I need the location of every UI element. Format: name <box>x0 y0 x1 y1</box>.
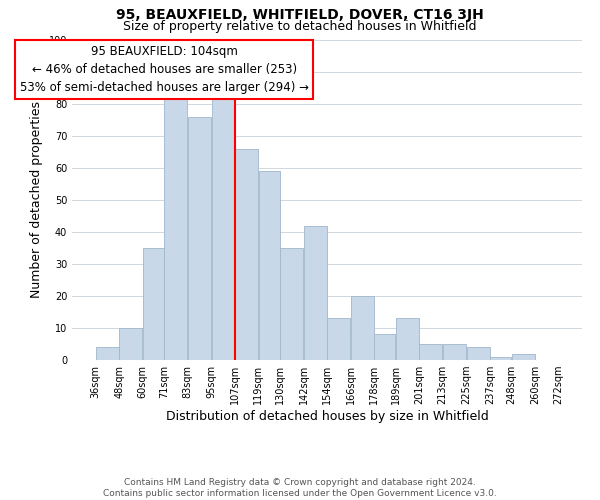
X-axis label: Distribution of detached houses by size in Whitfield: Distribution of detached houses by size … <box>166 410 488 423</box>
Bar <box>443 344 466 360</box>
Bar <box>327 318 350 360</box>
Bar <box>119 328 142 360</box>
Bar <box>396 318 419 360</box>
Y-axis label: Number of detached properties: Number of detached properties <box>30 102 43 298</box>
Text: 95 BEAUXFIELD: 104sqm
← 46% of detached houses are smaller (253)
53% of semi-det: 95 BEAUXFIELD: 104sqm ← 46% of detached … <box>20 45 308 94</box>
Bar <box>188 117 211 360</box>
Bar <box>96 347 119 360</box>
Bar <box>280 248 303 360</box>
Bar <box>164 94 187 360</box>
Bar <box>259 171 280 360</box>
Bar <box>235 149 258 360</box>
Text: 95, BEAUXFIELD, WHITFIELD, DOVER, CT16 3JH: 95, BEAUXFIELD, WHITFIELD, DOVER, CT16 3… <box>116 8 484 22</box>
Bar <box>351 296 374 360</box>
Bar <box>304 226 327 360</box>
Text: Contains HM Land Registry data © Crown copyright and database right 2024.
Contai: Contains HM Land Registry data © Crown c… <box>103 478 497 498</box>
Text: Size of property relative to detached houses in Whitfield: Size of property relative to detached ho… <box>123 20 477 33</box>
Bar <box>512 354 535 360</box>
Bar <box>143 248 164 360</box>
Bar <box>419 344 442 360</box>
Bar <box>490 357 511 360</box>
Bar <box>374 334 395 360</box>
Bar <box>467 347 490 360</box>
Bar <box>212 94 235 360</box>
